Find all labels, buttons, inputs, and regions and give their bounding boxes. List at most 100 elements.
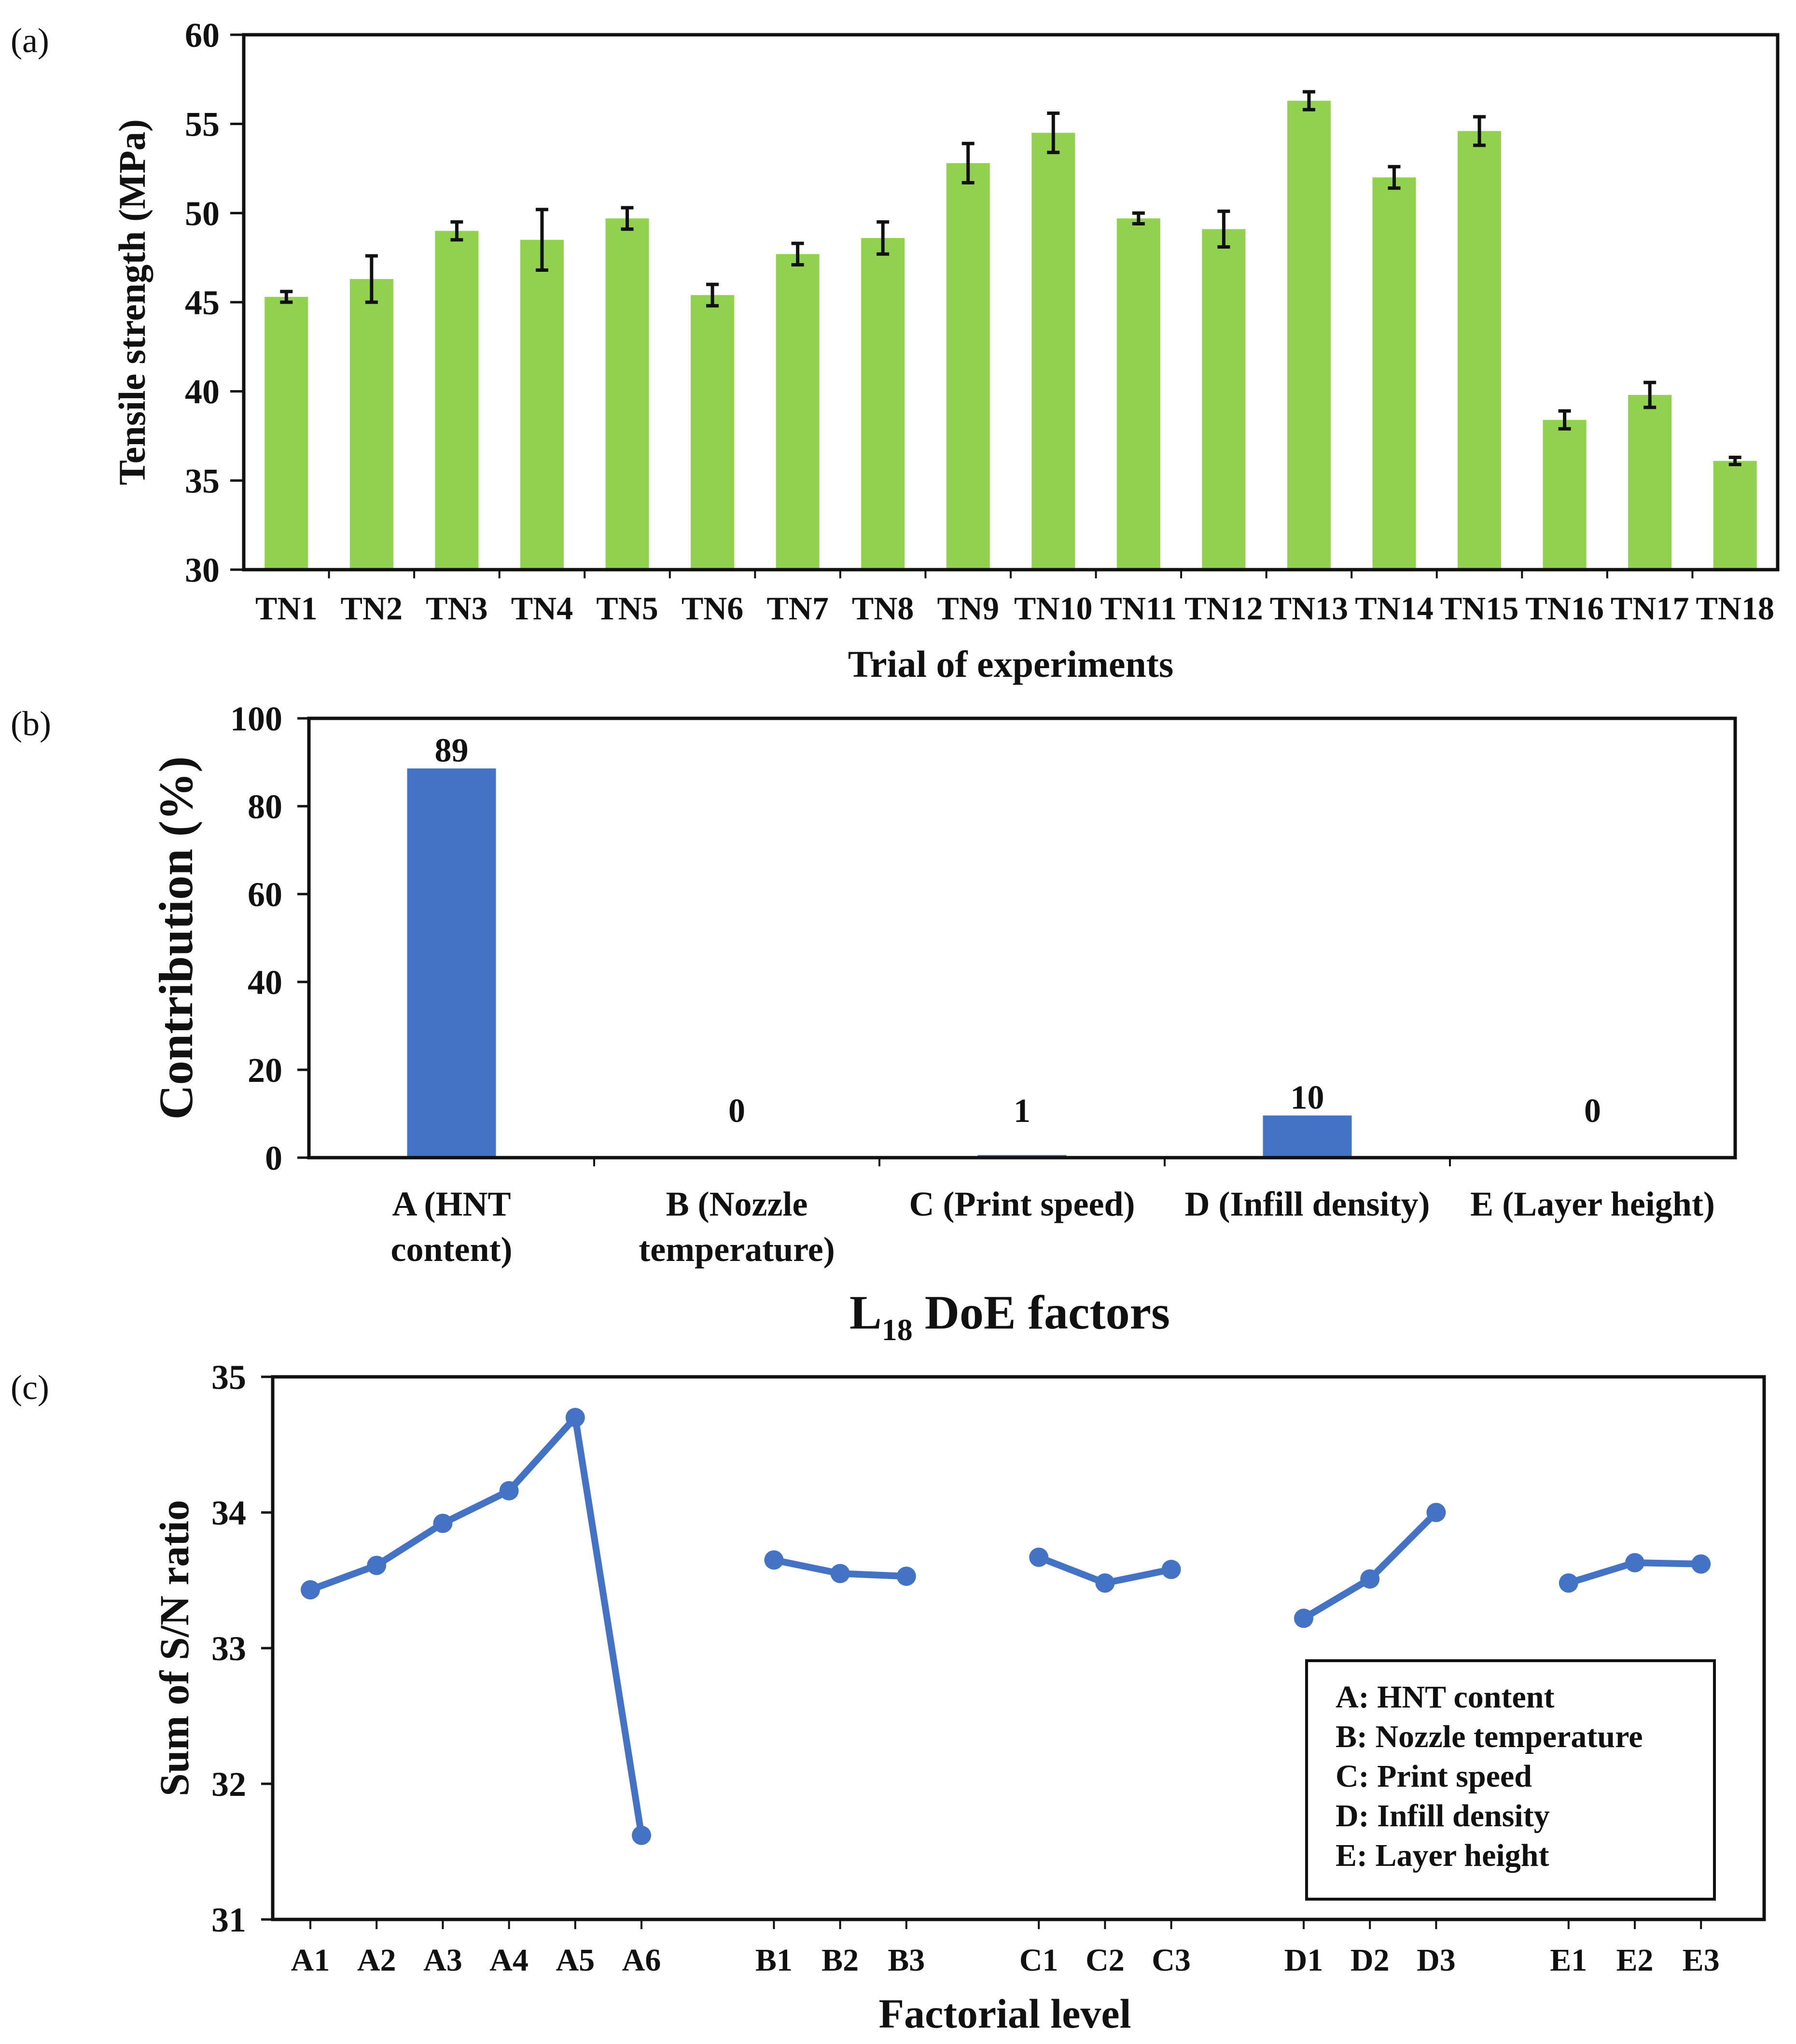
bar-tn10 xyxy=(1031,133,1075,570)
series-line-a xyxy=(309,1414,645,1836)
x-tick-label: B3 xyxy=(888,1943,925,1978)
y-tick-label: 60 xyxy=(185,16,220,55)
panel-b-x-axis-title: L18 DoE factors xyxy=(849,1286,1170,1347)
x-tick-label-line: C (Print speed) xyxy=(909,1185,1135,1223)
bar-tn17 xyxy=(1628,395,1672,570)
legend-entry-b: B: Nozzle temperature xyxy=(1336,1719,1643,1754)
x-tick-label: TN16 xyxy=(1525,590,1603,627)
x-tick-label: C (Print speed) xyxy=(909,1185,1135,1223)
bar-factor-a xyxy=(407,768,496,1158)
x-tick-label: TN9 xyxy=(937,590,999,627)
panel-a: (a) 30 35 40 45 50 55 60 TN1 TN2 TN3 TN4 TN5 TN6 TN7 T… xyxy=(11,16,1780,685)
x-tick-label: B2 xyxy=(821,1943,859,1978)
x-tick-label: TN11 xyxy=(1100,590,1177,627)
panel-a-x-axis-title: Trial of experiments xyxy=(848,643,1173,685)
bar-tn13 xyxy=(1287,100,1331,570)
x-tick-label: TN8 xyxy=(852,590,914,627)
point-a3 xyxy=(433,1513,453,1533)
x-tick-label-line: E (Layer height) xyxy=(1470,1185,1715,1223)
point-e2 xyxy=(1625,1553,1644,1572)
panel-b-x-axis-title-main: L xyxy=(849,1286,882,1339)
x-tick-label: E (Layer height) xyxy=(1470,1185,1715,1223)
y-tick-label: 55 xyxy=(185,105,220,144)
y-tick-label: 20 xyxy=(248,1051,282,1090)
y-tick-label: 40 xyxy=(248,963,282,1002)
point-c1 xyxy=(1029,1547,1049,1567)
x-tick-label: TN14 xyxy=(1355,590,1433,627)
point-a1 xyxy=(301,1580,320,1600)
x-tick-label: D2 xyxy=(1350,1943,1390,1978)
bar-tn11 xyxy=(1116,218,1160,570)
panel-b-plot-frame xyxy=(307,716,1737,1160)
x-tick-label: B (Nozzle temperature) xyxy=(639,1185,835,1269)
bar-tn7 xyxy=(776,254,820,570)
x-tick-label: C3 xyxy=(1152,1943,1191,1978)
point-b2 xyxy=(830,1564,850,1583)
x-tick-label: TN1 xyxy=(255,590,317,627)
panel-b-x-axis-title-subscript: 18 xyxy=(882,1313,913,1347)
panel-a-plot-frame xyxy=(242,33,1780,572)
panel-b-label: (b) xyxy=(11,704,51,743)
panel-a-axis-ticks: 30 35 40 45 50 55 60 TN1 TN2 TN3 TN4 TN5 TN6 TN7 TN8 TN… xyxy=(185,16,1774,627)
y-tick-label: 60 xyxy=(248,875,282,914)
x-tick-label: TN17 xyxy=(1611,590,1689,627)
y-tick-label: 31 xyxy=(211,1901,246,1939)
data-label: 0 xyxy=(728,1092,745,1130)
y-tick-label: 40 xyxy=(185,373,220,411)
x-tick-label: TN6 xyxy=(682,590,743,627)
panel-c-y-axis-title: Sum of S/N ratio xyxy=(151,1500,197,1796)
x-tick-label: A1 xyxy=(291,1943,330,1978)
bar-tn6 xyxy=(691,295,735,570)
panel-c-legend: A: HNT content B: Nozzle temperature C: … xyxy=(1305,1659,1716,1901)
data-label: 0 xyxy=(1584,1092,1601,1130)
panel-a-y-axis-title: Tensile strength (MPa) xyxy=(111,119,153,485)
point-a2 xyxy=(367,1555,387,1575)
y-tick-label: 50 xyxy=(185,194,220,233)
point-d3 xyxy=(1426,1503,1446,1522)
legend-entry-a: A: HNT content xyxy=(1336,1680,1554,1715)
x-tick-label: TN15 xyxy=(1440,590,1518,627)
y-tick-label: 33 xyxy=(211,1629,246,1668)
x-tick-label: E2 xyxy=(1616,1943,1653,1978)
x-tick-label: TN7 xyxy=(766,590,828,627)
bar-tn12 xyxy=(1202,229,1246,570)
point-b1 xyxy=(764,1550,784,1570)
legend-entry-e: E: Layer height xyxy=(1336,1838,1549,1873)
x-tick-label: A (HNT content) xyxy=(391,1185,513,1269)
x-tick-label: D3 xyxy=(1417,1943,1456,1978)
data-label: 10 xyxy=(1291,1079,1324,1117)
x-tick-label: A5 xyxy=(556,1943,595,1978)
panel-c: (c) 31 32 33 34 35 A1 A2 A3 A4 A5 A6 B1 B2 B3 C1 C2 C3 D1… xyxy=(11,1358,1766,2037)
y-tick-label: 35 xyxy=(185,462,220,500)
x-tick-label-line: B (Nozzle xyxy=(666,1185,808,1223)
y-tick-label: 35 xyxy=(211,1358,246,1397)
bar-tn18 xyxy=(1713,461,1757,570)
bar-tn8 xyxy=(861,238,905,570)
point-a4 xyxy=(499,1481,519,1501)
x-tick-label-line: A (HNT xyxy=(392,1185,511,1223)
panel-a-marks xyxy=(265,90,1757,570)
x-tick-label-line: D (Infill density) xyxy=(1184,1185,1430,1223)
x-tick-label: C2 xyxy=(1086,1943,1125,1978)
y-tick-label: 80 xyxy=(248,787,282,826)
x-tick-label: A2 xyxy=(357,1943,396,1978)
panel-b-marks: 89 0 1 10 0 xyxy=(407,732,1637,1158)
x-tick-label: TN12 xyxy=(1184,590,1263,627)
panel-c-axis-ticks: 31 32 33 34 35 A1 A2 A3 A4 A5 A6 B1 B2 B3 C1 C2 C3 D1 D2 D3… xyxy=(211,1358,1720,1978)
bar-tn14 xyxy=(1372,177,1416,570)
x-tick-label: TN2 xyxy=(341,590,403,627)
x-tick-label: D1 xyxy=(1284,1943,1323,1978)
bar-tn5 xyxy=(605,218,649,570)
x-tick-label-line: temperature) xyxy=(639,1230,835,1269)
point-d2 xyxy=(1360,1569,1380,1589)
data-label: 89 xyxy=(435,732,469,770)
x-tick-label: TN18 xyxy=(1696,590,1774,627)
x-tick-label-line: content) xyxy=(391,1230,513,1269)
x-tick-label: E3 xyxy=(1683,1943,1720,1978)
x-tick-label: D (Infill density) xyxy=(1184,1185,1430,1223)
panel-b-y-axis-title: Contribution (%) xyxy=(149,756,203,1120)
point-d1 xyxy=(1294,1609,1313,1628)
bar-tn9 xyxy=(946,163,990,570)
y-tick-label: 45 xyxy=(185,283,220,322)
